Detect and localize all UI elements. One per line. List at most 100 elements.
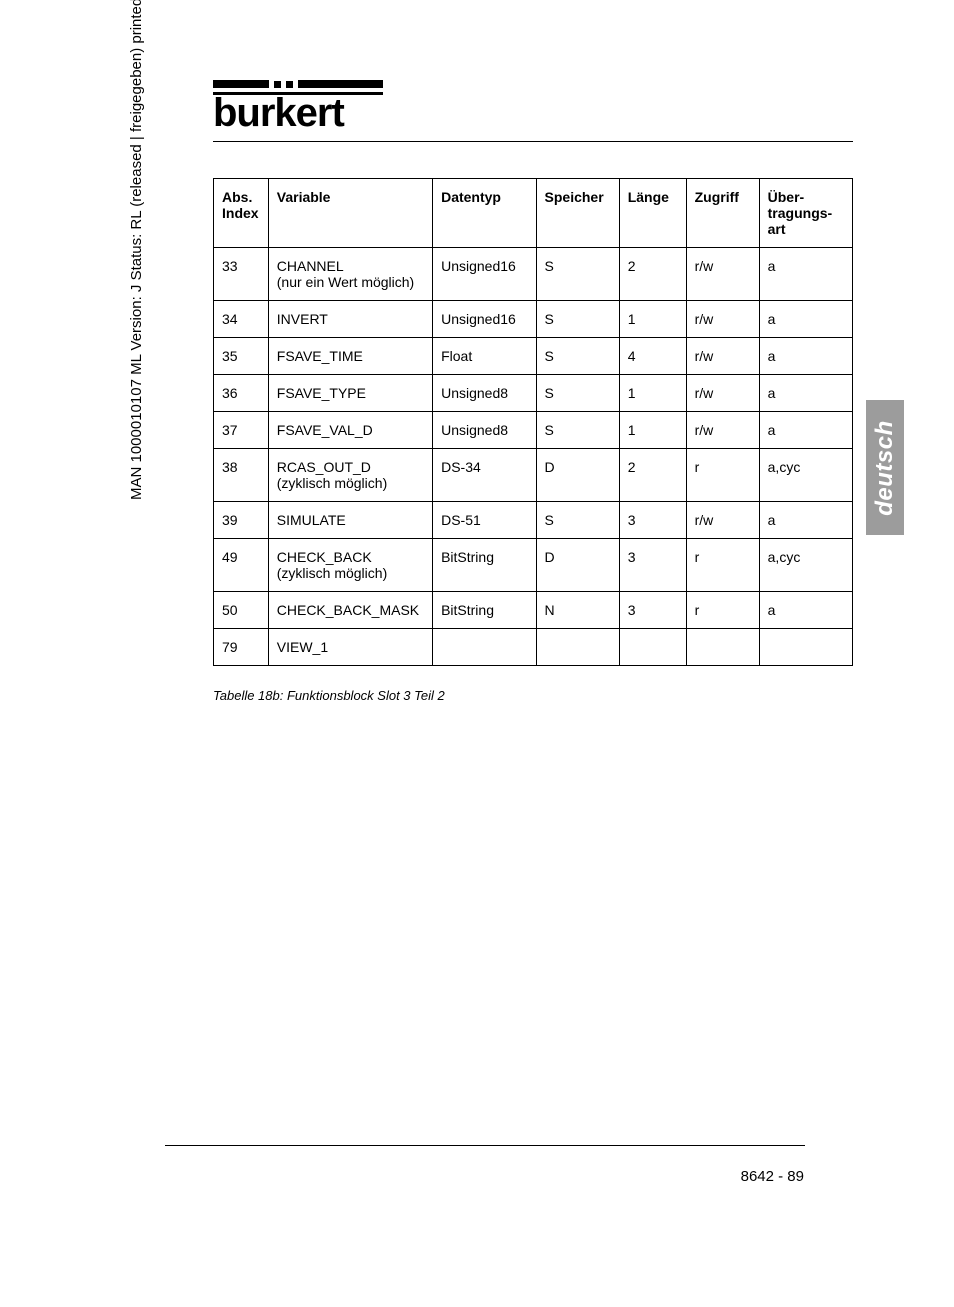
cell-speicher: S xyxy=(536,502,619,539)
cell-laenge: 3 xyxy=(619,539,686,592)
cell-datentyp: Unsigned16 xyxy=(433,301,536,338)
cell-zugriff: r xyxy=(686,449,759,502)
cell-index: 50 xyxy=(214,592,269,629)
cell-zugriff: r/w xyxy=(686,338,759,375)
col-header-uebertragungsart: Über- tragungs- art xyxy=(759,179,852,248)
cell-variable: FSAVE_VAL_D xyxy=(268,412,432,449)
cell-variable-l1: SIMULATE xyxy=(277,512,346,528)
table-row: 50CHECK_BACK_MASKBitStringN3ra xyxy=(214,592,853,629)
cell-variable: FSAVE_TIME xyxy=(268,338,432,375)
cell-index: 36 xyxy=(214,375,269,412)
table-caption: Tabelle 18b: Funktionsblock Slot 3 Teil … xyxy=(213,688,853,703)
cell-variable-l1: FSAVE_VAL_D xyxy=(277,422,373,438)
cell-laenge: 2 xyxy=(619,248,686,301)
cell-speicher xyxy=(536,629,619,666)
cell-speicher: D xyxy=(536,539,619,592)
logo-bars-icon xyxy=(213,80,383,92)
table-body: 33CHANNEL(nur ein Wert möglich)Unsigned1… xyxy=(214,248,853,666)
cell-laenge: 1 xyxy=(619,412,686,449)
cell-zugriff: r/w xyxy=(686,301,759,338)
cell-zugriff: r/w xyxy=(686,248,759,301)
cell-index: 37 xyxy=(214,412,269,449)
cell-speicher: D xyxy=(536,449,619,502)
cell-datentyp: Unsigned16 xyxy=(433,248,536,301)
col-header-index-l2: Index xyxy=(222,205,260,221)
cell-laenge xyxy=(619,629,686,666)
cell-index: 49 xyxy=(214,539,269,592)
cell-variable-l1: CHECK_BACK xyxy=(277,549,372,565)
cell-uebertragungsart: a xyxy=(759,338,852,375)
col-header-speicher: Speicher xyxy=(536,179,619,248)
cell-variable-l1: VIEW_1 xyxy=(277,639,328,655)
cell-variable: CHANNEL(nur ein Wert möglich) xyxy=(268,248,432,301)
table-row: 79 VIEW_1 xyxy=(214,629,853,666)
cell-laenge: 1 xyxy=(619,375,686,412)
cell-speicher: S xyxy=(536,412,619,449)
cell-speicher: N xyxy=(536,592,619,629)
col-header-variable: Variable xyxy=(268,179,432,248)
cell-uebertragungsart: a xyxy=(759,502,852,539)
cell-zugriff: r xyxy=(686,539,759,592)
cell-speicher: S xyxy=(536,248,619,301)
cell-index: 39 xyxy=(214,502,269,539)
cell-speicher: S xyxy=(536,338,619,375)
cell-datentyp xyxy=(433,629,536,666)
cell-uebertragungsart: a,cyc xyxy=(759,449,852,502)
cell-datentyp: BitString xyxy=(433,539,536,592)
cell-laenge: 4 xyxy=(619,338,686,375)
cell-variable-l2: (zyklisch möglich) xyxy=(277,475,424,491)
language-tab: deutsch xyxy=(866,400,904,535)
cell-variable: RCAS_OUT_D(zyklisch möglich) xyxy=(268,449,432,502)
cell-index: 34 xyxy=(214,301,269,338)
table-row: 35 FSAVE_TIME FloatS4r/wa xyxy=(214,338,853,375)
col-header-index-l1: Abs. xyxy=(222,189,252,205)
cell-index: 33 xyxy=(214,248,269,301)
content-area: burkert Abs. Index Variable Datentyp Spe… xyxy=(213,80,853,703)
cell-uebertragungsart: a,cyc xyxy=(759,539,852,592)
cell-zugriff xyxy=(686,629,759,666)
cell-datentyp: Unsigned8 xyxy=(433,412,536,449)
cell-index: 35 xyxy=(214,338,269,375)
cell-uebertragungsart: a xyxy=(759,412,852,449)
cell-zugriff: r xyxy=(686,592,759,629)
cell-variable: VIEW_1 xyxy=(268,629,432,666)
cell-laenge: 1 xyxy=(619,301,686,338)
header-divider xyxy=(213,141,853,142)
brand-logo: burkert xyxy=(213,80,383,133)
cell-uebertragungsart: a xyxy=(759,592,852,629)
cell-speicher: S xyxy=(536,301,619,338)
cell-zugriff: r/w xyxy=(686,412,759,449)
col-header-ueb-l2: tragungs- xyxy=(768,205,844,221)
cell-variable: FSAVE_TYPE xyxy=(268,375,432,412)
cell-uebertragungsart xyxy=(759,629,852,666)
col-header-laenge: Länge xyxy=(619,179,686,248)
logo-text: burkert xyxy=(213,93,383,133)
cell-variable-l2: (nur ein Wert möglich) xyxy=(277,274,424,290)
cell-uebertragungsart: a xyxy=(759,375,852,412)
cell-datentyp: DS-34 xyxy=(433,449,536,502)
cell-datentyp: Float xyxy=(433,338,536,375)
footer-divider xyxy=(165,1145,805,1146)
data-table: Abs. Index Variable Datentyp Speicher Lä… xyxy=(213,178,853,666)
page-footer: 8642 - 89 xyxy=(741,1168,804,1185)
cell-variable-l1: CHANNEL xyxy=(277,258,344,274)
table-row: 39SIMULATEDS-51S3r/wa xyxy=(214,502,853,539)
col-header-ueb-l1: Über- xyxy=(768,189,805,205)
cell-variable: CHECK_BACK_MASK xyxy=(268,592,432,629)
cell-index: 79 xyxy=(214,629,269,666)
table-row: 38RCAS_OUT_D(zyklisch möglich)DS-34D2ra,… xyxy=(214,449,853,502)
table-header-row: Abs. Index Variable Datentyp Speicher Lä… xyxy=(214,179,853,248)
cell-datentyp: Unsigned8 xyxy=(433,375,536,412)
cell-zugriff: r/w xyxy=(686,502,759,539)
table-row: 34INVERTUnsigned16S1r/wa xyxy=(214,301,853,338)
cell-index: 38 xyxy=(214,449,269,502)
col-header-zugriff: Zugriff xyxy=(686,179,759,248)
cell-datentyp: BitString xyxy=(433,592,536,629)
cell-speicher: S xyxy=(536,375,619,412)
table-row: 33CHANNEL(nur ein Wert möglich)Unsigned1… xyxy=(214,248,853,301)
cell-zugriff: r/w xyxy=(686,375,759,412)
col-header-datentyp: Datentyp xyxy=(433,179,536,248)
cell-laenge: 3 xyxy=(619,502,686,539)
cell-variable-l1: FSAVE_TIME xyxy=(277,348,363,364)
table-row: 49CHECK_BACK(zyklisch möglich)BitStringD… xyxy=(214,539,853,592)
